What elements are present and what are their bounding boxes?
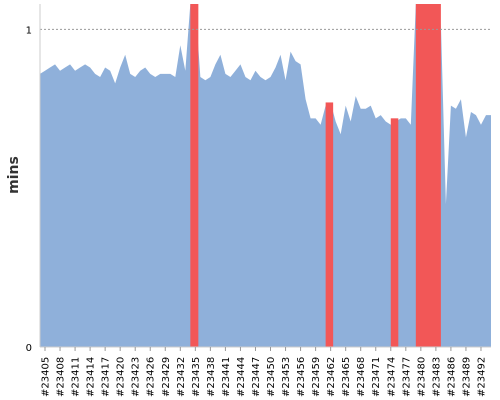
x-tick-label: #23429	[161, 357, 172, 397]
x-tick-label: #23489	[461, 357, 472, 397]
x-tick-label: #23492	[476, 357, 487, 397]
x-tick-label: #23438	[206, 357, 217, 397]
x-tick-label: #23468	[356, 357, 367, 397]
x-tick-label: #23453	[281, 357, 292, 397]
y-tick-label: 0	[26, 343, 32, 354]
y-ticks: 01	[26, 25, 32, 354]
x-tick-label: #23447	[251, 357, 262, 397]
x-tick-label: #23414	[86, 357, 97, 397]
x-tick-label: #23465	[341, 357, 352, 397]
x-tick-label: #23474	[386, 357, 397, 397]
x-tick-label: #23405	[41, 357, 52, 397]
x-tick-label: #23441	[221, 357, 232, 397]
x-tick-label: #23450	[266, 357, 277, 397]
highlight-band	[390, 118, 399, 347]
x-tick-label: #23456	[296, 357, 307, 397]
x-tick-label: #23423	[131, 357, 142, 397]
x-tick-label: #23408	[56, 357, 67, 397]
x-tick-label: #23483	[431, 357, 442, 397]
x-tick-label: #23444	[236, 357, 247, 397]
y-axis-label: mins	[6, 156, 22, 194]
x-ticks: #23405 #23408 #23411 #23414 #23417 #23420 #234…	[41, 347, 487, 397]
x-tick-label: #23426	[146, 357, 157, 397]
area-series	[40, 4, 491, 347]
x-tick-label: #23486	[446, 357, 457, 397]
x-tick-label: #23477	[401, 357, 412, 397]
x-tick-label: #23471	[371, 357, 382, 397]
x-tick-label: #23480	[416, 357, 427, 397]
highlight-layer	[190, 4, 441, 347]
x-tick-label: #23462	[326, 357, 337, 397]
highlight-band	[325, 102, 334, 347]
y-tick-label: 1	[26, 25, 32, 36]
x-tick-label: #23432	[176, 357, 187, 397]
x-tick-label: #23411	[71, 357, 82, 397]
highlight-band	[190, 4, 199, 347]
x-tick-label: #23420	[116, 357, 127, 397]
x-tick-label: #23435	[191, 357, 202, 397]
x-tick-label: #23459	[311, 357, 322, 397]
highlight-band	[415, 4, 441, 347]
area-layer	[40, 4, 491, 347]
x-tick-label: #23417	[101, 357, 112, 397]
